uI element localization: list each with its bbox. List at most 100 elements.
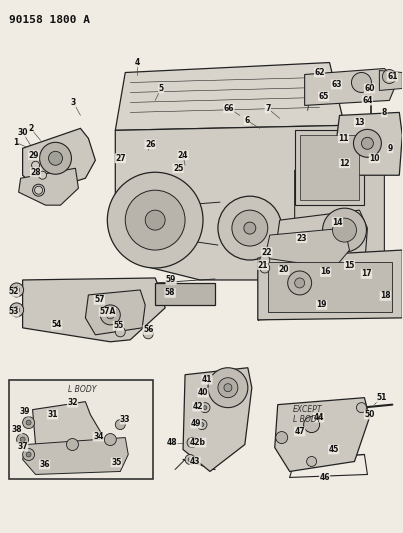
Text: 37: 37 — [17, 442, 28, 451]
Text: 30: 30 — [17, 128, 28, 137]
Circle shape — [115, 327, 125, 337]
Polygon shape — [115, 62, 345, 131]
Text: 40: 40 — [198, 388, 208, 397]
Bar — [155, 283, 215, 305]
Text: 20: 20 — [278, 265, 289, 274]
Circle shape — [260, 263, 270, 273]
Circle shape — [332, 218, 357, 242]
Circle shape — [307, 456, 317, 466]
Text: 38: 38 — [11, 425, 22, 434]
Circle shape — [66, 439, 79, 450]
Text: 62: 62 — [314, 68, 325, 77]
Polygon shape — [23, 278, 165, 342]
Text: 27: 27 — [115, 154, 126, 163]
Bar — [9, 379, 153, 480]
Circle shape — [100, 305, 120, 325]
Circle shape — [208, 368, 248, 408]
Circle shape — [23, 449, 35, 461]
Text: 49: 49 — [191, 419, 201, 428]
Polygon shape — [334, 112, 402, 175]
Circle shape — [232, 210, 268, 246]
Text: 2: 2 — [28, 124, 33, 133]
Text: 55: 55 — [113, 321, 123, 330]
Polygon shape — [295, 160, 384, 270]
Text: 24: 24 — [178, 151, 188, 160]
Text: 45: 45 — [328, 445, 339, 454]
Text: 13: 13 — [354, 118, 365, 127]
Text: 26: 26 — [145, 140, 156, 149]
Text: 12: 12 — [339, 159, 350, 168]
Polygon shape — [23, 128, 96, 192]
Text: 63: 63 — [331, 80, 342, 89]
Text: 56: 56 — [143, 325, 154, 334]
Text: 48: 48 — [167, 438, 177, 447]
Text: 90158 1800 A: 90158 1800 A — [9, 15, 89, 25]
Text: 8: 8 — [382, 108, 387, 117]
Circle shape — [20, 437, 25, 442]
Polygon shape — [23, 438, 128, 474]
Text: 10: 10 — [369, 154, 380, 163]
Polygon shape — [305, 69, 394, 106]
Text: 28: 28 — [30, 168, 41, 177]
Text: 59: 59 — [166, 276, 176, 285]
Text: 5: 5 — [158, 84, 164, 93]
Polygon shape — [275, 210, 368, 278]
Text: 19: 19 — [316, 301, 327, 309]
Circle shape — [361, 138, 374, 149]
Circle shape — [107, 172, 203, 268]
Text: 52: 52 — [8, 287, 19, 296]
Bar — [295, 131, 364, 205]
Text: 50: 50 — [364, 410, 375, 419]
Text: 53: 53 — [8, 308, 19, 317]
Circle shape — [295, 278, 305, 288]
Circle shape — [200, 402, 210, 413]
Polygon shape — [19, 168, 79, 205]
Text: 33: 33 — [120, 415, 131, 424]
Text: 51: 51 — [376, 393, 386, 402]
Circle shape — [218, 196, 282, 260]
Text: 32: 32 — [67, 398, 78, 407]
Circle shape — [303, 417, 320, 433]
Polygon shape — [85, 290, 145, 335]
Polygon shape — [265, 228, 349, 268]
Circle shape — [35, 186, 43, 194]
Text: 47: 47 — [294, 427, 305, 436]
Circle shape — [26, 420, 31, 425]
Text: 23: 23 — [296, 233, 307, 243]
Text: 16: 16 — [320, 268, 331, 277]
Polygon shape — [275, 398, 370, 472]
Text: 15: 15 — [344, 261, 355, 270]
Circle shape — [23, 417, 35, 429]
Circle shape — [14, 287, 20, 293]
Circle shape — [351, 72, 372, 92]
Text: 1: 1 — [13, 138, 18, 147]
Circle shape — [14, 307, 20, 313]
Text: 7: 7 — [265, 104, 270, 113]
Text: 3: 3 — [71, 98, 76, 107]
Text: 57A: 57A — [99, 308, 116, 317]
Text: 42: 42 — [193, 402, 203, 411]
Text: L BODY: L BODY — [68, 385, 97, 394]
Text: 25: 25 — [173, 164, 183, 173]
Circle shape — [17, 433, 29, 446]
Circle shape — [31, 161, 39, 169]
Circle shape — [125, 190, 185, 250]
Polygon shape — [379, 70, 402, 91]
Circle shape — [288, 271, 312, 295]
Text: 61: 61 — [387, 72, 398, 81]
Circle shape — [39, 171, 46, 179]
Circle shape — [143, 329, 153, 339]
Circle shape — [104, 433, 116, 446]
Text: 44: 44 — [314, 413, 324, 422]
Text: 36: 36 — [39, 460, 50, 469]
Text: 42b: 42b — [190, 438, 206, 447]
Circle shape — [115, 419, 125, 430]
Polygon shape — [258, 250, 402, 320]
Text: 18: 18 — [380, 292, 391, 301]
Circle shape — [276, 432, 288, 443]
Circle shape — [10, 283, 24, 297]
Text: 46: 46 — [319, 473, 330, 482]
Text: 54: 54 — [51, 320, 62, 329]
Circle shape — [244, 222, 256, 234]
Text: 43: 43 — [190, 457, 200, 466]
